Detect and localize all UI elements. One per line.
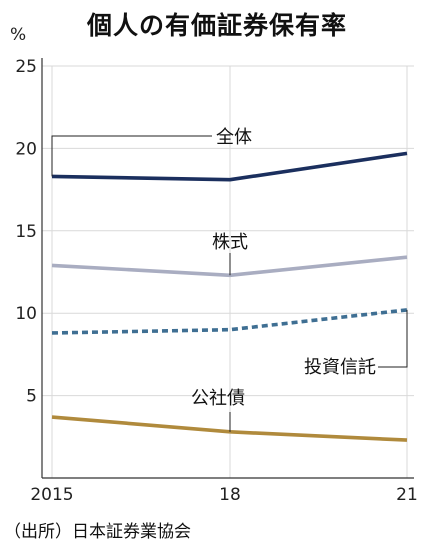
series-line-total: [51, 151, 408, 182]
x-tick-label: 21: [396, 485, 418, 505]
series-label-stocks: 株式: [212, 232, 248, 253]
y-tick-label: 20: [15, 139, 37, 159]
y-tick-label: 10: [15, 304, 37, 324]
series-label-bonds: 公社債: [191, 388, 245, 409]
chart-title: 個人の有価証券保有率: [86, 11, 347, 40]
y-tick-label: 5: [26, 387, 37, 407]
series-label-leader: [51, 135, 212, 177]
y-tick-label: 15: [15, 222, 37, 242]
x-tick-label: 2015: [30, 485, 73, 505]
y-tick-label: 25: [15, 57, 37, 77]
series-label-investment-trusts: 投資信託: [304, 357, 376, 378]
y-axis-unit: %: [10, 25, 26, 45]
series-label-leader: [378, 309, 408, 368]
series-label-total: 全体: [216, 127, 252, 148]
source-note: （出所）日本証券業協会: [4, 522, 191, 542]
x-tick-label: 18: [219, 485, 241, 505]
